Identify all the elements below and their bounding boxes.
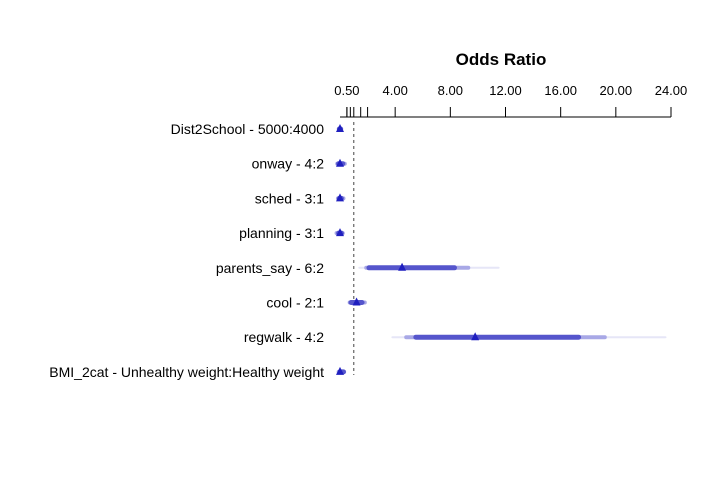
x-tick-label: 0.50 bbox=[334, 83, 359, 98]
row: parents_say - 6:2 bbox=[216, 260, 500, 276]
point-estimate-marker bbox=[471, 332, 480, 341]
row: sched - 3:1 bbox=[255, 190, 346, 206]
row: Dist2School - 5000:4000 bbox=[171, 121, 344, 137]
point-estimate-marker bbox=[336, 158, 344, 167]
x-tick-label: 16.00 bbox=[544, 83, 577, 98]
row-label: parents_say - 6:2 bbox=[216, 260, 324, 276]
x-tick-label: 4.00 bbox=[383, 83, 408, 98]
row-label: sched - 3:1 bbox=[255, 190, 324, 206]
point-estimate-marker bbox=[336, 228, 344, 237]
point-estimate-marker bbox=[352, 297, 361, 306]
x-tick-label: 20.00 bbox=[600, 83, 633, 98]
row-label: cool - 2:1 bbox=[266, 295, 324, 311]
x-axis: 0.50 4.00 8.00 12.00 16.00 20.00 24.00 bbox=[334, 83, 688, 118]
row: planning - 3:1 bbox=[239, 225, 345, 241]
row: regwalk - 4:2 bbox=[244, 329, 667, 345]
x-tick-label: 12.00 bbox=[489, 83, 522, 98]
row-label: onway - 4:2 bbox=[252, 156, 325, 172]
point-estimate-marker bbox=[336, 193, 344, 202]
row: BMI_2cat - Unhealthy weight:Healthy weig… bbox=[49, 364, 347, 380]
row-label: Dist2School - 5000:4000 bbox=[171, 121, 325, 137]
x-tick-label: 24.00 bbox=[655, 83, 688, 98]
row-label: regwalk - 4:2 bbox=[244, 329, 324, 345]
point-estimate-marker bbox=[336, 124, 344, 132]
x-tick-label: 8.00 bbox=[438, 83, 463, 98]
row-label: planning - 3:1 bbox=[239, 225, 324, 241]
row: onway - 4:2 bbox=[252, 156, 347, 172]
point-estimate-marker bbox=[336, 366, 344, 375]
row: cool - 2:1 bbox=[266, 295, 367, 311]
chart-title: Odds Ratio bbox=[456, 50, 547, 69]
row-label: BMI_2cat - Unhealthy weight:Healthy weig… bbox=[49, 364, 324, 380]
rows-group: Dist2School - 5000:4000 onway - 4:2 sched … bbox=[49, 121, 667, 380]
point-estimate-marker bbox=[398, 262, 407, 271]
